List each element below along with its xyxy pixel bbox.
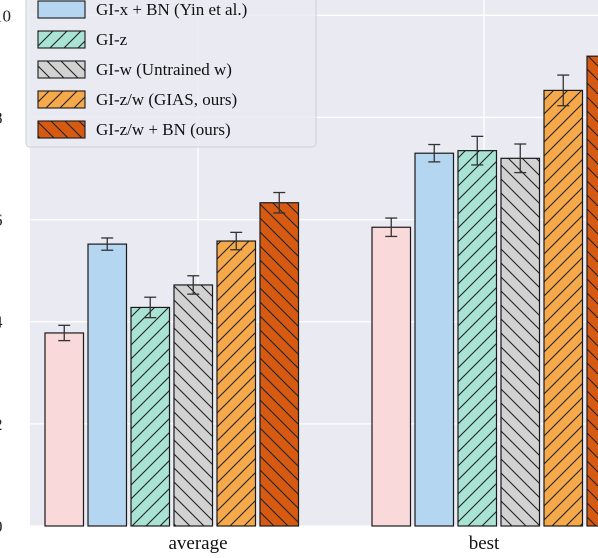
legend-entry: GI-x + BN (Yin et al.) [37, 0, 247, 19]
bar [586, 55, 598, 527]
error-bar [471, 135, 484, 166]
bar-hatch [260, 202, 299, 526]
legend-label: GI-z/w + BN (ours) [96, 120, 231, 139]
error-bar [514, 143, 527, 174]
bar-hatch [587, 56, 598, 527]
bar-hatch [174, 284, 213, 526]
error-bar [273, 191, 286, 214]
error-bar [230, 231, 243, 251]
y-tick-label: 2 [0, 415, 3, 434]
legend-label: GI-x + BN (Yin et al.) [96, 0, 247, 19]
x-category-label: average [168, 533, 227, 554]
error-bar [385, 217, 398, 238]
error-bar [557, 74, 570, 107]
bar-fill [415, 153, 454, 526]
bar-fill [45, 332, 84, 526]
bar [44, 332, 85, 527]
error-bar [428, 143, 441, 163]
bar-hatch [131, 307, 170, 526]
y-tick-label: 4 [0, 313, 3, 332]
bar-hatch [501, 158, 540, 527]
bar-fill [372, 227, 411, 526]
bar [543, 89, 584, 527]
error-bar [101, 237, 114, 251]
bar-hatch [458, 150, 497, 526]
legend-label: GI-z/w (GIAS, ours) [96, 90, 237, 109]
bar [371, 226, 412, 527]
bar [87, 243, 128, 527]
legend-entry: GI-z/w + BN (ours) [37, 120, 231, 139]
bar [173, 284, 214, 527]
legend: GI-x + BN (Yin et al.) GI-z GI-w (Untraine… [25, 0, 317, 148]
legend-swatch [38, 1, 85, 18]
bar [130, 306, 171, 527]
bar [259, 202, 300, 527]
x-axis: average best [168, 533, 500, 554]
y-tick-label: 6 [0, 211, 3, 230]
y-tick-label: 10 [0, 6, 11, 25]
error-bar [58, 324, 71, 342]
legend-entry: GI-w (Untrained w) [37, 60, 232, 79]
y-tick-label: 8 [0, 108, 3, 127]
legend-entry: GI-z/w (GIAS, ours) [37, 90, 237, 109]
bar [500, 157, 541, 527]
bars [44, 55, 598, 527]
legend-entry: GI-z [37, 30, 128, 49]
y-tick-label: 0 [0, 517, 3, 536]
bar-hatch [217, 241, 256, 526]
bar-fill [88, 244, 127, 526]
error-bar [187, 275, 200, 295]
bar-outline [586, 55, 598, 527]
legend-label: GI-z [96, 30, 128, 49]
bar [457, 150, 498, 527]
bar [216, 240, 257, 527]
legend-label: GI-w (Untrained w) [96, 60, 232, 79]
x-category-label: best [469, 533, 500, 554]
y-axis: 0 2 4 6 8 10 [0, 6, 11, 536]
bar [414, 152, 455, 527]
error-bar [144, 296, 157, 319]
legend-box [25, 0, 317, 148]
bar-hatch [544, 90, 583, 526]
